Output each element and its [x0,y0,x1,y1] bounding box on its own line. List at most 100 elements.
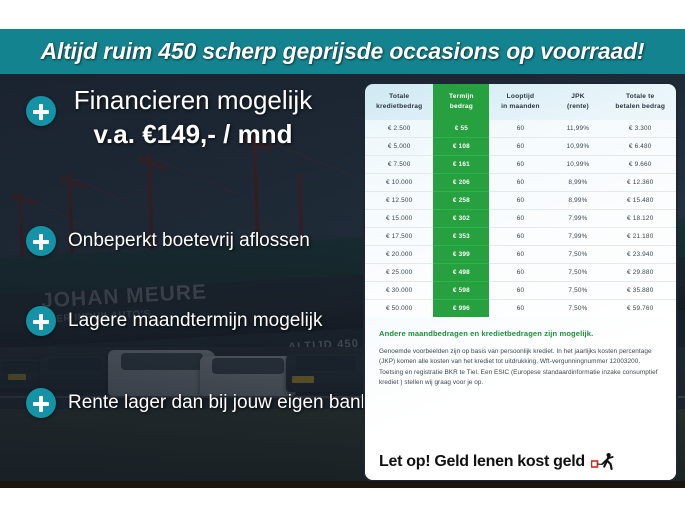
plus-icon [26,226,56,256]
table-cell: 10,99% [551,155,605,175]
column-header-0: Totale kredietbedrag [365,84,433,120]
table-cell: 8,99% [551,173,605,193]
table-cell: 60 [489,263,552,283]
table-cell: € 25.000 [365,263,434,283]
table-cell: € 17.500 [365,227,434,247]
table-cell: € 353 [433,227,490,247]
table-cell: € 55 [433,120,490,139]
table-cell: 10,99% [551,137,605,157]
header-line1: Totale te [625,93,655,100]
table-cell: € 9.660 [604,155,676,175]
credit-warning-text: Let op! Geld lenen kost geld [379,453,585,470]
afm-walking-person-icon [590,452,617,472]
table-cell: 7,50% [551,299,605,318]
header-line1: Totale [389,93,410,100]
bullet-item-aflossen: Onbeperkt boetevrij aflossen [26,226,310,256]
note-body: Genoemde voorbeelden zijn op basis van p… [379,348,658,387]
table-cell: € 399 [433,245,490,265]
left-content-column: Financieren mogelijk v.a. €149,- / mnd O… [0,74,370,487]
column-header-1: Termijn bedrag [433,84,490,121]
header-line2: kredietbedrag [376,103,423,111]
table-cell: € 20.000 [365,245,434,265]
table-row: € 50.000 € 996 60 7,50% € 59.760 [365,299,676,318]
header-line1: JPK [571,93,585,100]
table-cell: € 302 [433,209,490,229]
header-line2: betalen bedrag [615,103,666,111]
bullet-label: Rente lager dan bij jouw eigen bank [68,392,371,413]
table-cell: € 6.480 [604,137,676,157]
table-row: € 12.500 € 258 60 8,99% € 15.480 [365,191,676,211]
table-row: € 2.500 € 55 60 11,99% € 3.300 [365,120,676,139]
plus-icon [26,96,56,126]
headline-primary: Financieren mogelijk [73,85,313,115]
table-cell: € 12.360 [604,173,676,193]
bullet-item-rente: Rente lager dan bij jouw eigen bank [26,388,370,418]
top-banner: Altijd ruim 450 scherp geprijsde occasio… [0,29,685,74]
rates-table-body: € 2.500 € 55 60 11,99% € 3.300 € 5.000 € 108 60… [365,120,676,318]
table-cell: 60 [489,120,552,139]
table-cell: € 50.000 [365,299,434,318]
table-cell: € 3.300 [604,120,676,139]
table-cell: € 21.180 [604,227,676,247]
table-cell: 8,99% [551,191,605,211]
table-cell: € 5.000 [365,137,434,157]
bottom-strip [0,481,685,488]
table-row: € 20.000 € 399 60 7,50% € 23.940 [365,245,676,265]
table-cell: 60 [489,299,552,318]
table-cell: € 206 [433,173,490,193]
table-row: € 7.500 € 161 60 10,99% € 9.660 [365,155,676,175]
header-line1: Termijn [449,93,474,100]
table-row: € 15.000 € 302 60 7,99% € 18.120 [365,209,676,229]
table-cell: 7,50% [551,281,605,301]
table-cell: 60 [489,137,552,157]
table-cell: € 10.000 [365,173,434,193]
table-cell: 7,99% [551,227,605,247]
header-line1: Looptijd [506,93,535,100]
bullet-label: Onbeperkt boetevrij aflossen [68,230,310,251]
note-title: Andere maandbedragen en kredietbedragen … [379,329,594,339]
credit-warning-bar: Let op! Geld lenen kost geld [365,444,676,480]
table-cell: 60 [489,173,552,193]
table-cell: € 35.880 [604,281,676,301]
table-cell: 7,50% [551,263,605,283]
headline-block: Financieren mogelijk v.a. €149,- / mnd [28,85,358,150]
table-row: € 10.000 € 206 60 8,99% € 12.360 [365,173,676,193]
table-cell: 7,50% [551,245,605,265]
table-cell: € 258 [433,191,490,211]
bullet-item-maandtermijn: Lagere maandtermijn mogelijk [26,306,323,336]
table-cell: 60 [489,191,552,211]
column-header-4: Totale te betalen bedrag [604,84,676,120]
table-cell: € 598 [433,281,490,301]
table-cell: € 18.120 [604,209,676,229]
banner-headline: Altijd ruim 450 scherp geprijsde occasio… [40,38,645,64]
plus-icon [26,388,56,418]
table-cell: € 29.880 [604,263,676,283]
plus-icon [26,306,56,336]
table-cell: € 498 [433,263,490,283]
rates-table: Totale kredietbedrag Termijn bedrag Looptijd… [365,84,676,318]
table-cell: 60 [489,209,552,229]
table-cell: € 2.500 [365,120,434,139]
table-cell: 60 [489,281,552,301]
table-cell: 60 [489,155,552,175]
table-cell: € 161 [433,155,490,175]
table-cell: 60 [489,227,552,247]
table-cell: € 7.500 [365,155,434,175]
table-row: € 5.000 € 108 60 10,99% € 6.480 [365,137,676,157]
table-cell: 60 [489,245,552,265]
table-cell: € 12.500 [365,191,434,211]
table-cell: € 996 [433,299,490,318]
table-cell: € 30.000 [365,281,434,301]
header-line2: in maanden [501,103,540,111]
table-cell: € 15.480 [604,191,676,211]
financing-panel: Totale kredietbedrag Termijn bedrag Looptijd… [363,82,678,482]
table-cell: € 23.940 [604,245,676,265]
table-cell: 11,99% [551,120,605,139]
table-row: € 30.000 € 598 60 7,50% € 35.880 [365,281,676,301]
rates-table-head: Totale kredietbedrag Termijn bedrag Looptijd… [365,84,676,121]
header-line2: (rente) [567,103,589,111]
column-header-2: Looptijd in maanden [489,84,551,120]
header-line2: bedrag [449,103,473,111]
headline-secondary: v.a. €149,- / mnd [93,119,293,150]
